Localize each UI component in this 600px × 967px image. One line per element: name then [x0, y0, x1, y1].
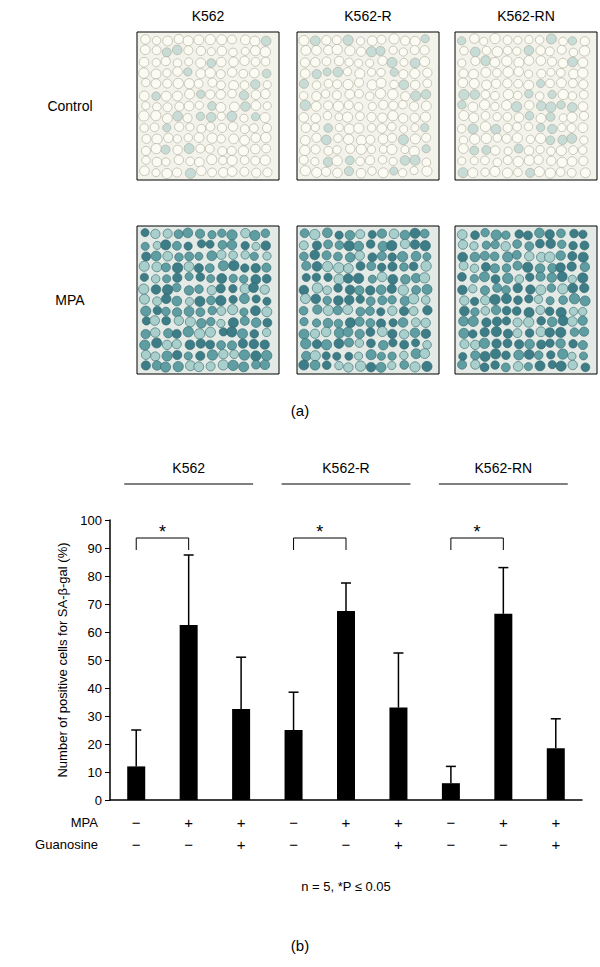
svg-text:+: +: [342, 814, 351, 831]
svg-text:−: −: [132, 836, 141, 853]
svg-text:50: 50: [88, 653, 102, 668]
svg-text:K562: K562: [192, 8, 225, 24]
svg-text:K562-R: K562-R: [322, 460, 369, 476]
svg-text:−: −: [342, 836, 351, 853]
svg-text:40: 40: [88, 681, 102, 696]
svg-text:−: −: [289, 814, 298, 831]
svg-text:−: −: [447, 814, 456, 831]
svg-text:30: 30: [88, 709, 102, 724]
svg-text:+: +: [551, 814, 560, 831]
svg-text:K562: K562: [172, 460, 205, 476]
svg-text:*: *: [159, 522, 166, 542]
svg-text:n = 5, *P ≤ 0.05: n = 5, *P ≤ 0.05: [301, 879, 391, 894]
svg-text:+: +: [237, 814, 246, 831]
svg-text:+: +: [237, 836, 246, 853]
svg-text:20: 20: [88, 737, 102, 752]
svg-text:10: 10: [88, 765, 102, 780]
svg-text:*: *: [316, 522, 323, 542]
svg-text:−: −: [289, 836, 298, 853]
svg-text:Number of positive cells for S: Number of positive cells for SA-β-gal (%…: [55, 542, 70, 777]
svg-text:−: −: [132, 814, 141, 831]
svg-text:+: +: [184, 814, 193, 831]
svg-text:K562-RN: K562-RN: [497, 8, 555, 24]
svg-text:(a): (a): [291, 402, 309, 419]
svg-text:Control: Control: [47, 98, 92, 114]
svg-text:60: 60: [88, 625, 102, 640]
svg-text:*: *: [474, 522, 481, 542]
svg-text:100: 100: [80, 513, 102, 528]
svg-text:−: −: [447, 836, 456, 853]
svg-text:−: −: [184, 836, 193, 853]
svg-text:+: +: [394, 814, 403, 831]
svg-text:(b): (b): [291, 937, 309, 954]
svg-text:80: 80: [88, 569, 102, 584]
svg-text:Guanosine: Guanosine: [35, 837, 98, 852]
svg-text:90: 90: [88, 541, 102, 556]
svg-text:K562-RN: K562-RN: [475, 460, 533, 476]
svg-text:+: +: [499, 814, 508, 831]
svg-text:MPA: MPA: [71, 815, 99, 830]
svg-text:0: 0: [95, 793, 102, 808]
svg-text:70: 70: [88, 597, 102, 612]
svg-text:MPA: MPA: [55, 292, 85, 308]
svg-text:K562-R: K562-R: [344, 8, 391, 24]
svg-text:+: +: [394, 836, 403, 853]
svg-text:+: +: [551, 836, 560, 853]
svg-text:−: −: [499, 836, 508, 853]
